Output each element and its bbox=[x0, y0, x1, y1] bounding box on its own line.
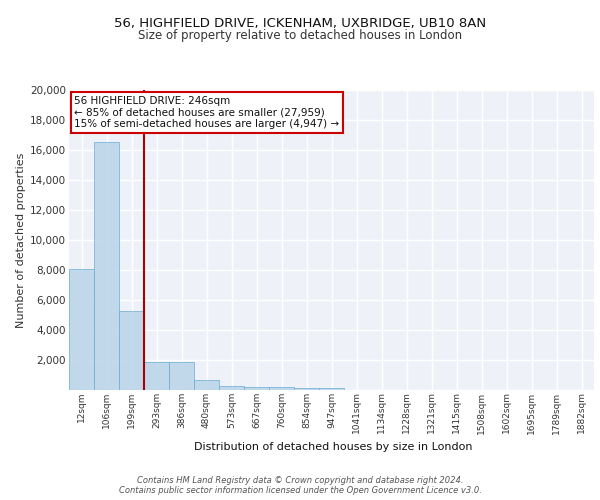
Bar bbox=[94, 142, 119, 390]
Text: Contains HM Land Registry data © Crown copyright and database right 2024.
Contai: Contains HM Land Registry data © Crown c… bbox=[119, 476, 481, 495]
Text: Size of property relative to detached houses in London: Size of property relative to detached ho… bbox=[138, 29, 462, 42]
Bar bbox=[194, 380, 219, 390]
Bar bbox=[169, 362, 194, 390]
Bar bbox=[119, 310, 144, 390]
Y-axis label: Number of detached properties: Number of detached properties bbox=[16, 152, 26, 328]
Text: Distribution of detached houses by size in London: Distribution of detached houses by size … bbox=[194, 442, 472, 452]
Bar bbox=[294, 388, 319, 390]
Bar bbox=[69, 268, 94, 390]
Bar bbox=[219, 386, 244, 390]
Text: 56 HIGHFIELD DRIVE: 246sqm
← 85% of detached houses are smaller (27,959)
15% of : 56 HIGHFIELD DRIVE: 246sqm ← 85% of deta… bbox=[74, 96, 340, 129]
Bar bbox=[244, 386, 269, 390]
Text: 56, HIGHFIELD DRIVE, ICKENHAM, UXBRIDGE, UB10 8AN: 56, HIGHFIELD DRIVE, ICKENHAM, UXBRIDGE,… bbox=[114, 18, 486, 30]
Bar bbox=[144, 362, 169, 390]
Bar bbox=[319, 388, 344, 390]
Bar bbox=[269, 387, 294, 390]
